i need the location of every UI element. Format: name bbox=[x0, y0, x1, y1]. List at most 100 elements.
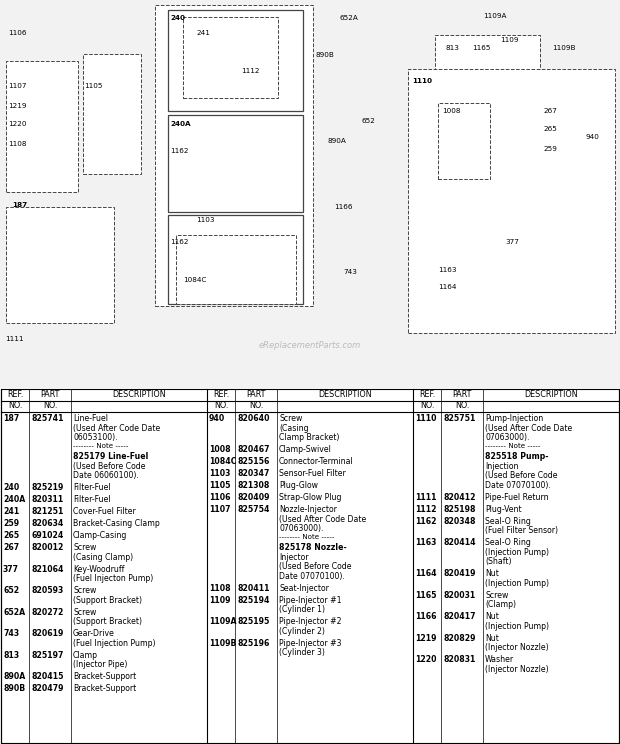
Text: 890A: 890A bbox=[3, 672, 25, 681]
Text: 821251: 821251 bbox=[31, 507, 63, 516]
Text: Nut: Nut bbox=[485, 612, 499, 621]
Text: 825518 Pump-: 825518 Pump- bbox=[485, 452, 548, 461]
Text: 825196: 825196 bbox=[237, 638, 269, 647]
Text: 820347: 820347 bbox=[237, 469, 269, 478]
Text: (Shaft): (Shaft) bbox=[485, 557, 512, 566]
Text: 825198: 825198 bbox=[443, 504, 476, 514]
Text: Screw: Screw bbox=[73, 586, 96, 595]
Text: 1109: 1109 bbox=[500, 37, 518, 43]
Text: 1107: 1107 bbox=[8, 83, 27, 89]
Text: 825219: 825219 bbox=[31, 484, 63, 493]
Text: 820593: 820593 bbox=[31, 586, 63, 595]
Text: -------- Note -----: -------- Note ----- bbox=[485, 443, 541, 449]
Text: 820409: 820409 bbox=[237, 493, 270, 502]
Text: 1219: 1219 bbox=[8, 103, 27, 109]
Text: 1220: 1220 bbox=[8, 121, 27, 127]
Text: 1163: 1163 bbox=[438, 267, 456, 273]
Text: Injector: Injector bbox=[279, 553, 309, 562]
Text: Bracket-Support: Bracket-Support bbox=[73, 672, 136, 681]
Text: Nozzle-Injector: Nozzle-Injector bbox=[279, 505, 337, 514]
Bar bbox=[168, 10, 303, 111]
Text: 1084C: 1084C bbox=[209, 458, 236, 466]
Text: 820619: 820619 bbox=[31, 629, 63, 638]
Text: 241: 241 bbox=[196, 31, 210, 36]
Text: 1103: 1103 bbox=[209, 469, 231, 478]
Text: (Fuel Injecton Pump): (Fuel Injecton Pump) bbox=[73, 574, 153, 583]
Text: 1165: 1165 bbox=[472, 45, 490, 51]
Text: 1111: 1111 bbox=[5, 336, 24, 342]
Text: 691024: 691024 bbox=[31, 531, 63, 540]
Text: 1106: 1106 bbox=[8, 31, 27, 36]
Text: 240: 240 bbox=[170, 15, 185, 21]
Text: 07063000).: 07063000). bbox=[279, 525, 324, 533]
Text: 1109B: 1109B bbox=[552, 45, 575, 51]
Text: 820467: 820467 bbox=[237, 446, 270, 455]
Text: 1219: 1219 bbox=[415, 634, 436, 643]
Text: 259: 259 bbox=[543, 147, 557, 153]
Bar bbox=[435, 35, 540, 91]
Text: (Injector Nozzle): (Injector Nozzle) bbox=[485, 643, 549, 652]
Text: 1166: 1166 bbox=[334, 204, 353, 210]
Text: 652: 652 bbox=[3, 586, 19, 595]
Bar bbox=[6, 207, 114, 323]
Text: 890B: 890B bbox=[3, 684, 25, 693]
Text: 187: 187 bbox=[3, 414, 19, 423]
Text: Line-Fuel: Line-Fuel bbox=[73, 414, 108, 423]
Text: Cover-Fuel Filter: Cover-Fuel Filter bbox=[73, 507, 136, 516]
Bar bbox=[155, 5, 313, 306]
Text: 1109A: 1109A bbox=[209, 617, 236, 626]
Text: 1164: 1164 bbox=[438, 284, 456, 290]
Text: 06053100).: 06053100). bbox=[73, 433, 118, 443]
Bar bbox=[176, 235, 296, 304]
Text: Date 06060100).: Date 06060100). bbox=[73, 471, 139, 481]
Text: Key-Woodruff: Key-Woodruff bbox=[73, 565, 125, 574]
Text: Seat-Injector: Seat-Injector bbox=[279, 583, 329, 593]
Bar bbox=[168, 215, 303, 304]
Text: (Support Bracket): (Support Bracket) bbox=[73, 596, 142, 605]
Text: 743: 743 bbox=[3, 629, 19, 638]
Text: Gear-Drive: Gear-Drive bbox=[73, 629, 115, 638]
Text: (Injection Pump): (Injection Pump) bbox=[485, 622, 549, 631]
Text: Nut: Nut bbox=[485, 569, 499, 578]
Text: 825194: 825194 bbox=[237, 596, 270, 605]
Text: 1107: 1107 bbox=[209, 505, 231, 514]
Text: Bracket-Support: Bracket-Support bbox=[73, 684, 136, 693]
Text: 1108: 1108 bbox=[209, 583, 231, 593]
Text: Injection: Injection bbox=[485, 462, 518, 471]
Text: Pipe-Injector #3: Pipe-Injector #3 bbox=[279, 638, 342, 647]
Text: eReplacementParts.com: eReplacementParts.com bbox=[259, 341, 361, 350]
Text: REF.
NO.: REF. NO. bbox=[213, 391, 229, 410]
Bar bbox=[168, 115, 303, 212]
Text: Screw: Screw bbox=[73, 608, 96, 617]
Text: 820640: 820640 bbox=[237, 414, 270, 423]
Text: Clamp: Clamp bbox=[73, 650, 98, 660]
Text: Pipe-Injector #2: Pipe-Injector #2 bbox=[279, 617, 342, 626]
Text: 820479: 820479 bbox=[31, 684, 63, 693]
Text: 820031: 820031 bbox=[443, 591, 476, 600]
Text: 1109B: 1109B bbox=[209, 638, 236, 647]
Text: 1112: 1112 bbox=[241, 68, 260, 74]
Text: Date 07070100).: Date 07070100). bbox=[485, 481, 551, 490]
Text: Nut: Nut bbox=[485, 634, 499, 643]
Text: 825179 Line-Fuel: 825179 Line-Fuel bbox=[73, 452, 148, 461]
Text: Screw: Screw bbox=[485, 591, 508, 600]
Text: (Used After Code Date: (Used After Code Date bbox=[73, 424, 160, 433]
Text: 265: 265 bbox=[3, 531, 19, 540]
Text: 267: 267 bbox=[543, 108, 557, 114]
Text: (Used After Code Date: (Used After Code Date bbox=[485, 424, 572, 433]
Text: 825741: 825741 bbox=[31, 414, 63, 423]
Text: PART
NO.: PART NO. bbox=[246, 391, 266, 410]
Text: 820419: 820419 bbox=[443, 569, 476, 578]
Text: Bracket-Casing Clamp: Bracket-Casing Clamp bbox=[73, 519, 160, 528]
Text: Pump-Injection: Pump-Injection bbox=[485, 414, 543, 423]
Text: 1220: 1220 bbox=[415, 655, 436, 664]
Text: 825754: 825754 bbox=[237, 505, 270, 514]
Text: 1163: 1163 bbox=[415, 538, 436, 548]
Text: 1162: 1162 bbox=[170, 239, 188, 245]
Text: 820417: 820417 bbox=[443, 612, 476, 621]
Text: (Used Before Code: (Used Before Code bbox=[279, 562, 352, 571]
Text: 240A: 240A bbox=[170, 121, 190, 127]
Text: 1084C: 1084C bbox=[183, 278, 206, 283]
Text: Clamp Bracket): Clamp Bracket) bbox=[279, 433, 339, 443]
Bar bbox=[408, 68, 615, 333]
